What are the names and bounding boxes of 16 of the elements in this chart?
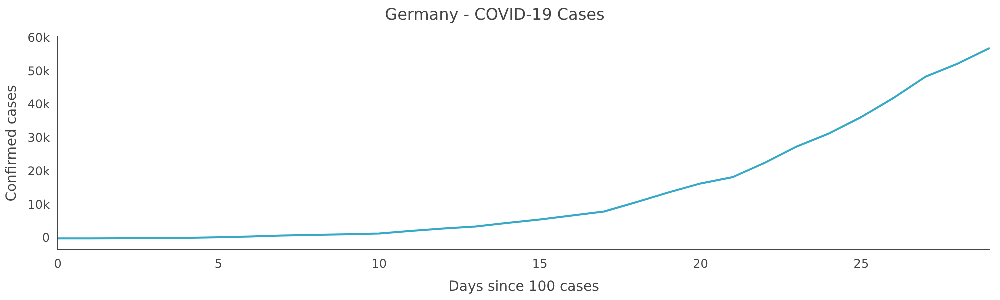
x-tick-label: 20 — [693, 257, 708, 272]
x-tick-label: 10 — [372, 257, 388, 272]
y-tick-label: 50k — [28, 64, 50, 78]
chart-title: Germany - COVID-19 Cases — [385, 4, 605, 24]
x-axis-title: Days since 100 cases — [448, 279, 600, 296]
y-tick-label: 10k — [28, 198, 50, 212]
y-tick-label: 20k — [28, 164, 50, 178]
y-axis-title: Confirmed cases — [4, 85, 20, 202]
x-tick-label: 25 — [854, 257, 870, 272]
y-tick-label: 60k — [28, 30, 50, 45]
x-tick-label: 5 — [214, 257, 223, 272]
y-tick-label: 0 — [42, 231, 50, 246]
y-tick-label: 30k — [28, 131, 50, 146]
x-tick-label: 15 — [532, 257, 548, 272]
x-tick-label: 0 — [54, 257, 62, 272]
y-tick-label: 40k — [28, 98, 50, 112]
